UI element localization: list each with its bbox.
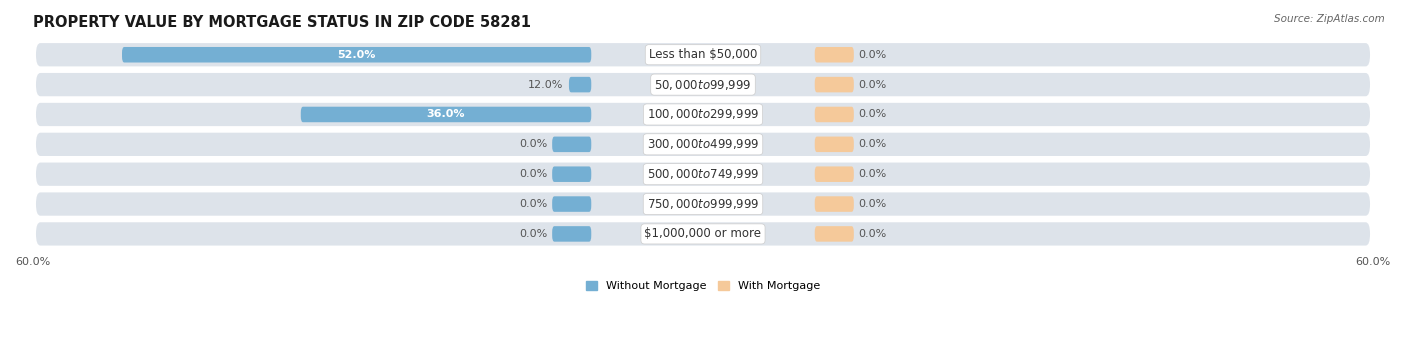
FancyBboxPatch shape — [37, 103, 1369, 126]
Text: Source: ZipAtlas.com: Source: ZipAtlas.com — [1274, 14, 1385, 24]
FancyBboxPatch shape — [301, 107, 592, 122]
Text: 0.0%: 0.0% — [858, 229, 887, 239]
FancyBboxPatch shape — [553, 196, 592, 212]
FancyBboxPatch shape — [814, 166, 853, 182]
Text: 0.0%: 0.0% — [519, 199, 548, 209]
Text: 36.0%: 36.0% — [427, 109, 465, 119]
Text: Less than $50,000: Less than $50,000 — [648, 48, 758, 61]
FancyBboxPatch shape — [37, 163, 1369, 186]
Text: $750,000 to $999,999: $750,000 to $999,999 — [647, 197, 759, 211]
FancyBboxPatch shape — [553, 226, 592, 242]
Text: 0.0%: 0.0% — [858, 139, 887, 149]
Text: 0.0%: 0.0% — [858, 169, 887, 179]
FancyBboxPatch shape — [37, 222, 1369, 246]
FancyBboxPatch shape — [814, 107, 853, 122]
FancyBboxPatch shape — [553, 166, 592, 182]
FancyBboxPatch shape — [37, 133, 1369, 156]
FancyBboxPatch shape — [814, 77, 853, 92]
Text: 0.0%: 0.0% — [858, 109, 887, 119]
FancyBboxPatch shape — [814, 136, 853, 152]
Text: 0.0%: 0.0% — [858, 199, 887, 209]
Text: 52.0%: 52.0% — [337, 50, 375, 60]
Text: $100,000 to $299,999: $100,000 to $299,999 — [647, 107, 759, 121]
Text: 0.0%: 0.0% — [858, 50, 887, 60]
Text: $300,000 to $499,999: $300,000 to $499,999 — [647, 137, 759, 151]
Text: $500,000 to $749,999: $500,000 to $749,999 — [647, 167, 759, 181]
FancyBboxPatch shape — [37, 73, 1369, 96]
FancyBboxPatch shape — [814, 196, 853, 212]
Text: 12.0%: 12.0% — [529, 79, 564, 90]
Text: 0.0%: 0.0% — [858, 79, 887, 90]
Text: PROPERTY VALUE BY MORTGAGE STATUS IN ZIP CODE 58281: PROPERTY VALUE BY MORTGAGE STATUS IN ZIP… — [32, 15, 530, 30]
Text: 0.0%: 0.0% — [519, 169, 548, 179]
Text: $50,000 to $99,999: $50,000 to $99,999 — [654, 78, 752, 92]
Legend: Without Mortgage, With Mortgage: Without Mortgage, With Mortgage — [582, 277, 824, 296]
FancyBboxPatch shape — [122, 47, 592, 62]
FancyBboxPatch shape — [814, 226, 853, 242]
Text: 0.0%: 0.0% — [519, 139, 548, 149]
FancyBboxPatch shape — [553, 136, 592, 152]
Text: $1,000,000 or more: $1,000,000 or more — [644, 227, 762, 240]
FancyBboxPatch shape — [37, 43, 1369, 66]
FancyBboxPatch shape — [814, 47, 853, 62]
FancyBboxPatch shape — [37, 192, 1369, 216]
FancyBboxPatch shape — [569, 77, 592, 92]
Text: 0.0%: 0.0% — [519, 229, 548, 239]
